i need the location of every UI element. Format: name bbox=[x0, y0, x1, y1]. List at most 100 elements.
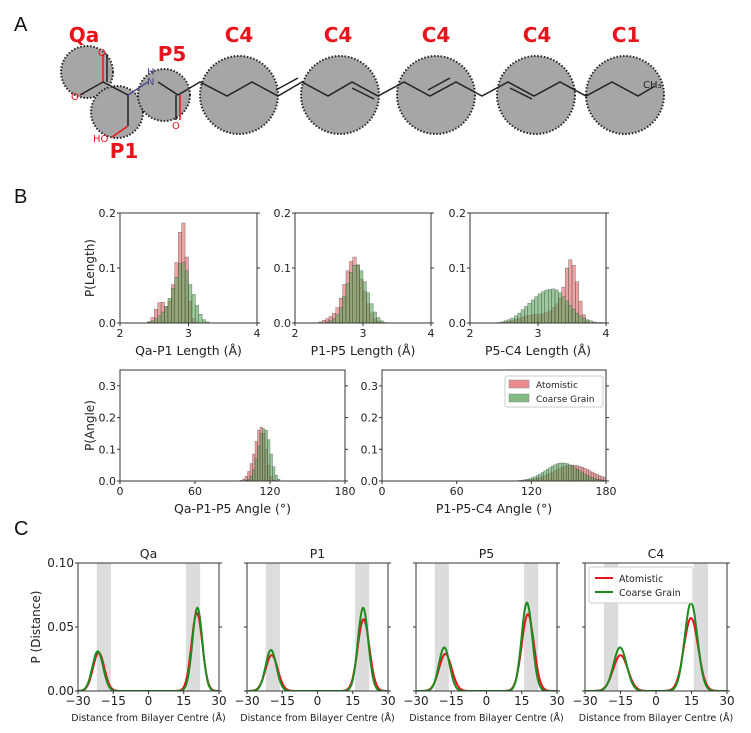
bead-label-p1: P1 bbox=[110, 139, 139, 163]
bead-c4-3 bbox=[396, 55, 476, 135]
chart-title: Qa bbox=[140, 546, 158, 561]
bar-coarse-grain bbox=[538, 473, 542, 481]
bar-coarse-grain bbox=[537, 293, 542, 323]
bar-coarse-grain bbox=[345, 283, 350, 323]
bar-coarse-grain bbox=[553, 464, 557, 481]
chart-c-p5: −30 −15 0 15 30 Distance from Bilayer Centre … bbox=[403, 546, 564, 724]
bar-coarse-grain bbox=[563, 462, 567, 481]
x-tick-label: −30 bbox=[403, 694, 428, 708]
bar-coarse-grain bbox=[171, 288, 175, 323]
bar-coarse-grain bbox=[588, 476, 592, 481]
y-tick-label: 0.05 bbox=[47, 620, 74, 634]
chart-c-c4: −30 −15 0 15 30 Distance from Bilayer Centre … bbox=[572, 546, 734, 724]
bar-coarse-grain bbox=[531, 299, 535, 323]
bar-coarse-grain bbox=[561, 296, 566, 323]
x-tick-label: −30 bbox=[234, 694, 259, 708]
atom-o-carboxylate: O⁻ bbox=[71, 92, 84, 103]
y-tick-label: 0.1 bbox=[99, 443, 117, 456]
x-tick-label: 2 bbox=[292, 327, 299, 340]
x-tick-label: −15 bbox=[270, 694, 295, 708]
bar-coarse-grain bbox=[264, 430, 268, 481]
atom-methyl: CH₃ bbox=[643, 80, 662, 91]
x-axis-label: Distance from Bilayer Centre (Å) bbox=[409, 712, 563, 724]
bead-label-c4-2: C4 bbox=[324, 23, 353, 47]
bar-coarse-grain bbox=[510, 317, 515, 323]
x-axis-label: Distance from Bilayer Centre (Å) bbox=[240, 712, 394, 724]
bond-3 bbox=[102, 81, 129, 96]
bar-coarse-grain bbox=[514, 315, 518, 323]
y-tick-label: 0.0 bbox=[449, 317, 467, 330]
x-tick-label: −30 bbox=[65, 694, 90, 708]
bead-qa bbox=[60, 45, 114, 99]
bar-coarse-grain bbox=[558, 292, 563, 323]
chart-c-p1: −30 −15 0 15 30 Distance from Bilayer Centre … bbox=[234, 546, 395, 724]
bar-coarse-grain bbox=[565, 463, 569, 481]
bar-coarse-grain bbox=[257, 445, 261, 481]
y-tick-label: 0.2 bbox=[274, 207, 292, 220]
bar-coarse-grain bbox=[252, 469, 256, 481]
bar-coarse-grain bbox=[575, 312, 580, 323]
x-axis-label: P1-P5 Length (Å) bbox=[311, 343, 416, 358]
bar-coarse-grain bbox=[178, 263, 182, 323]
bond-14 bbox=[509, 87, 533, 100]
plot-area bbox=[147, 222, 210, 323]
bar-coarse-grain bbox=[262, 428, 266, 481]
x-tick-label: 0 bbox=[379, 485, 386, 498]
x-tick-label: −15 bbox=[101, 694, 126, 708]
bar-coarse-grain bbox=[342, 296, 347, 323]
x-axis-label: Qa-P1-P5 Angle (°) bbox=[174, 501, 291, 516]
bead-label-c4-1: C4 bbox=[225, 23, 254, 47]
x-tick-label: 0 bbox=[145, 694, 153, 708]
y-tick-label: 0.2 bbox=[99, 412, 117, 425]
chart-title: P1 bbox=[310, 546, 326, 561]
bead-label-p5: P5 bbox=[158, 42, 187, 66]
bar-coarse-grain bbox=[356, 264, 360, 323]
bar-coarse-grain bbox=[267, 439, 271, 481]
y-tick-label: 0.0 bbox=[361, 475, 379, 488]
bar-coarse-grain bbox=[558, 462, 562, 481]
x-tick-label: 2 bbox=[467, 327, 474, 340]
bond-7 bbox=[157, 81, 179, 96]
x-tick-label: 2 bbox=[117, 327, 124, 340]
bar-coarse-grain bbox=[578, 315, 583, 323]
bar-coarse-grain bbox=[551, 288, 556, 323]
x-tick-label: −15 bbox=[608, 694, 633, 708]
bar-coarse-grain bbox=[573, 467, 577, 481]
x-tick-label: 4 bbox=[254, 327, 261, 340]
atom-h: H bbox=[147, 67, 155, 78]
bar-coarse-grain bbox=[366, 292, 370, 323]
y-tick-label: 0.0 bbox=[274, 317, 292, 330]
bead-c4-1 bbox=[199, 55, 279, 135]
membrane-band bbox=[355, 563, 370, 691]
bar-coarse-grain bbox=[554, 289, 559, 323]
membrane-band bbox=[434, 563, 449, 691]
panel-label-a: A bbox=[14, 14, 28, 36]
bar-coarse-grain bbox=[533, 476, 537, 481]
atom-o-amide: O bbox=[172, 121, 180, 132]
chart-b4: 0 60 120 180 0.0 0.1 0.2 0.3 Qa-P1-P5 Angle (°) P… bbox=[83, 369, 356, 516]
x-tick-label: −15 bbox=[439, 694, 464, 708]
x-axis-label: Distance from Bilayer Centre (Å) bbox=[579, 712, 733, 724]
x-tick-label: 4 bbox=[428, 327, 435, 340]
bar-coarse-grain bbox=[369, 303, 374, 323]
bar-coarse-grain bbox=[578, 470, 582, 481]
bar-coarse-grain bbox=[174, 277, 179, 323]
bar-coarse-grain bbox=[570, 465, 574, 481]
bar-coarse-grain bbox=[160, 311, 165, 323]
plot-area bbox=[416, 563, 557, 691]
bar-coarse-grain bbox=[164, 306, 169, 323]
bar-coarse-grain bbox=[565, 300, 569, 323]
bar-coarse-grain bbox=[551, 465, 554, 481]
y-tick-label: 0.3 bbox=[99, 380, 117, 393]
y-tick-label: 0.2 bbox=[99, 207, 117, 220]
bar-coarse-grain bbox=[575, 468, 579, 481]
y-axis-label: P(Length) bbox=[83, 239, 97, 297]
x-tick-label: 4 bbox=[603, 327, 610, 340]
panel-label-c: C bbox=[14, 518, 29, 540]
bar-coarse-grain bbox=[541, 472, 544, 481]
y-tick-label: 0.1 bbox=[99, 262, 117, 275]
bar-coarse-grain bbox=[274, 475, 278, 481]
bead-layer bbox=[60, 45, 665, 139]
y-tick-label: 0.1 bbox=[361, 443, 379, 456]
x-tick-label: 15 bbox=[514, 694, 529, 708]
